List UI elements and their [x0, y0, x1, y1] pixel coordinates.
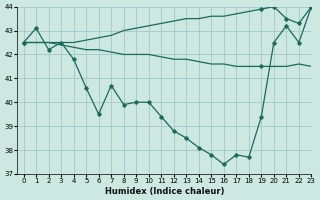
X-axis label: Humidex (Indice chaleur): Humidex (Indice chaleur) — [105, 187, 224, 196]
